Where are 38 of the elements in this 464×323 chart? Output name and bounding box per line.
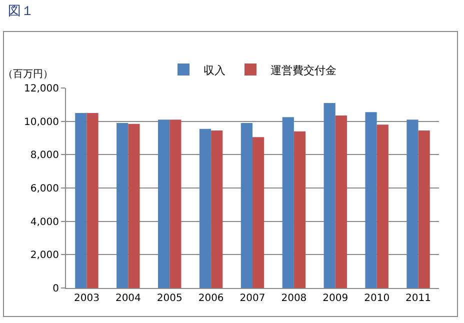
x-tick-label: 2010 [364,293,390,304]
y-tick-label: 0 [52,284,59,294]
bar [116,123,128,288]
y-tick-label: 2,000 [30,250,59,262]
y-tick-label: 12,000 [24,84,59,94]
x-tick-label: 2011 [406,293,432,304]
y-tick-label: 4,000 [30,216,59,228]
x-tick-label: 2004 [115,293,141,304]
bar [335,116,347,288]
x-tick-label: 2008 [281,293,307,304]
bar [365,112,377,288]
x-tick-label: 2009 [322,293,348,304]
bar [170,120,182,288]
bar [75,113,87,288]
bar [199,128,212,288]
bar [128,124,140,288]
bar [418,130,430,288]
y-tick-label: 10,000 [24,116,59,128]
bar [294,131,306,288]
x-tick-label: 2005 [156,293,182,304]
legend-label: 収入 [204,64,226,77]
chart-title: 図１ [8,3,34,20]
bar [324,103,336,288]
x-tick-label: 2007 [240,293,266,304]
bar [406,120,418,288]
bar [252,137,264,288]
bar [240,123,252,288]
bar [86,113,98,288]
legend-label: 運営費交付金 [270,64,336,77]
bar [282,117,294,288]
y-axis-title: （百万円） [3,69,53,80]
y-tick-label: 8,000 [30,150,59,162]
x-tick-label: 2006 [198,293,224,304]
y-tick-label: 6,000 [30,184,59,194]
bar [211,130,223,288]
bar [376,124,388,288]
bar [158,120,170,288]
x-tick-label: 2003 [74,293,100,304]
